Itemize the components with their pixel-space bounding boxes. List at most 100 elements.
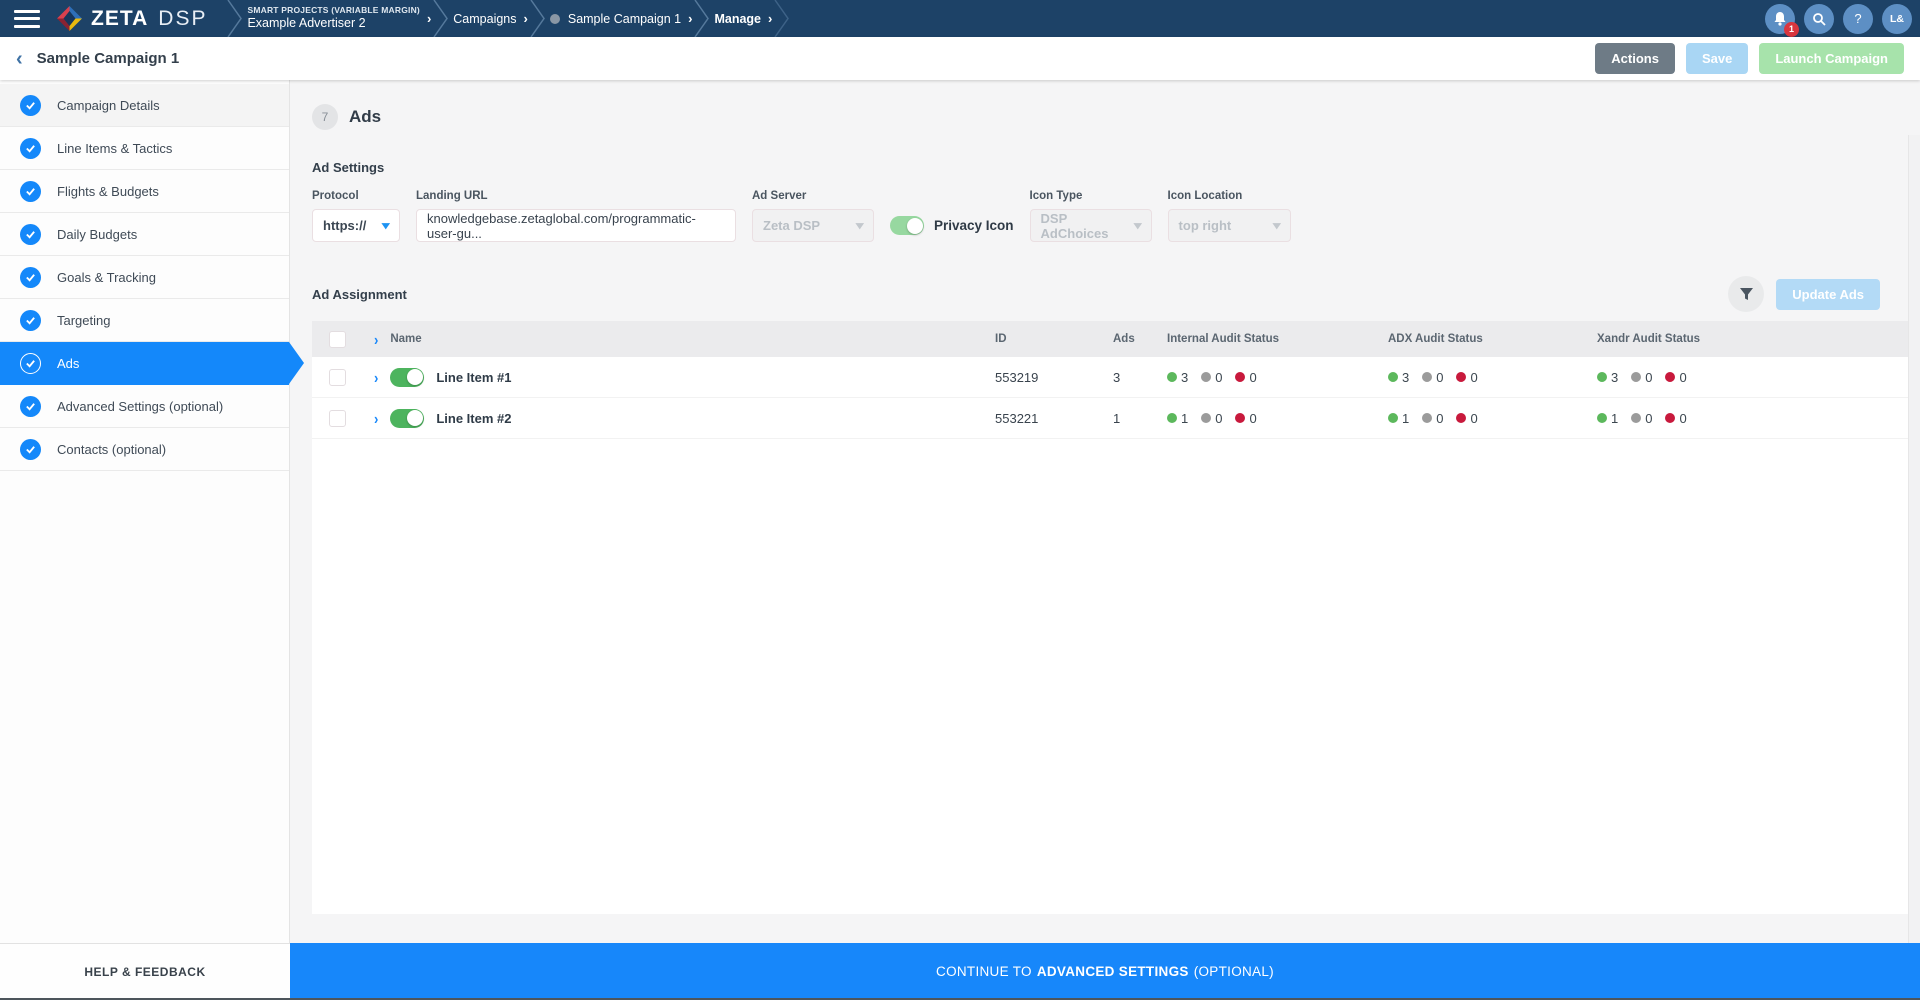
sidebar-item-daily-budgets[interactable]: Daily Budgets (0, 213, 289, 256)
hamburger-menu-icon[interactable] (14, 9, 40, 28)
breadcrumb-separator (530, 0, 545, 37)
line-item-name[interactable]: Line Item #2 (436, 410, 512, 426)
filter-button[interactable] (1728, 276, 1765, 312)
zeta-dsp-logo[interactable]: ZETA DSP (56, 5, 207, 32)
notification-badge: 1 (1784, 21, 1799, 37)
check-circle-icon (20, 180, 41, 202)
vertical-scrollbar[interactable] (1908, 135, 1920, 943)
user-avatar[interactable]: L& (1882, 3, 1912, 34)
protocol-label: Protocol (312, 190, 359, 202)
line-item-enabled-toggle[interactable] (390, 408, 425, 428)
column-header-name[interactable]: Name (390, 333, 422, 345)
search-icon[interactable] (1804, 3, 1834, 34)
sidebar-item-ads[interactable]: Ads (0, 342, 304, 385)
update-ads-button[interactable]: Update Ads (1776, 278, 1880, 310)
check-circle-icon (20, 352, 41, 374)
pending-dot-icon (1201, 372, 1212, 382)
breadcrumb-separator (433, 0, 449, 37)
rejected-dot-icon (1235, 372, 1246, 382)
sidebar-item-campaign-details[interactable]: Campaign Details (0, 84, 289, 127)
icon-type-value: DSP AdChoices (1040, 210, 1109, 241)
approved-count: 3 (1181, 369, 1189, 385)
check-circle-icon (20, 309, 41, 331)
rejected-dot-icon (1235, 413, 1246, 423)
ad-server-label: Ad Server (752, 190, 807, 202)
sidebar-item-flights-budgets[interactable]: Flights & Budgets (0, 170, 289, 213)
check-circle-icon (20, 395, 41, 417)
ad-settings-section: Ad Settings Protocol https:// ▾ Landing … (312, 160, 1908, 242)
expand-all-chevron-icon[interactable]: › (374, 330, 379, 348)
rejected-dot-icon (1665, 372, 1676, 382)
approved-dot-icon (1167, 372, 1177, 382)
row-checkbox[interactable] (329, 409, 346, 427)
filter-funnel-icon (1739, 287, 1753, 300)
zeta-diamond-icon (57, 6, 82, 31)
bell-glyph-icon (1774, 12, 1786, 26)
chevron-down-icon: ▾ (1272, 220, 1281, 232)
rejected-count: 0 (1470, 369, 1478, 385)
actions-button[interactable]: Actions (1595, 43, 1675, 74)
pending-dot-icon (1422, 372, 1433, 382)
sidebar-item-label: Targeting (57, 312, 111, 328)
breadcrumb-separator (774, 0, 790, 37)
launch-campaign-button[interactable]: Launch Campaign (1759, 43, 1904, 74)
privacy-icon-toggle[interactable] (890, 216, 924, 235)
rejected-count: 0 (1679, 410, 1687, 426)
save-button[interactable]: Save (1685, 43, 1749, 74)
landing-url-label: Landing URL (416, 190, 488, 202)
approved-count: 1 (1181, 410, 1189, 426)
pending-count: 0 (1436, 369, 1444, 385)
line-item-name[interactable]: Line Item #1 (436, 369, 512, 385)
rejected-count: 0 (1470, 410, 1478, 426)
expand-row-chevron-icon[interactable]: › (374, 368, 379, 386)
breadcrumb-advertiser[interactable]: SMART PROJECTS (VARIABLE MARGIN) Example… (247, 5, 431, 31)
pending-dot-icon (1631, 413, 1642, 423)
check-circle-icon (20, 223, 41, 245)
ad-settings-title: Ad Settings (312, 160, 385, 175)
approved-dot-icon (1597, 413, 1607, 423)
icon-location-field: Icon Location top right ▾ (1167, 190, 1291, 242)
column-header-xandr-audit[interactable]: Xandr Audit Status (1597, 333, 1701, 345)
ad-server-select: Zeta DSP ▾ (752, 209, 874, 242)
sidebar-item-contacts[interactable]: Contacts (optional) (0, 428, 289, 471)
rejected-count: 0 (1249, 369, 1257, 385)
expand-row-chevron-icon[interactable]: › (374, 409, 379, 427)
chevron-down-icon: ▾ (382, 220, 391, 232)
line-item-ads-count: 3 (1113, 369, 1121, 385)
row-checkbox[interactable] (329, 368, 346, 386)
approved-count: 3 (1402, 369, 1410, 385)
breadcrumb-separator (694, 0, 710, 37)
back-chevron-icon[interactable]: ‹ (16, 47, 23, 70)
pending-count: 0 (1215, 369, 1223, 385)
chevron-right-icon: › (688, 11, 693, 26)
logo-zeta-text: ZETA (91, 6, 149, 30)
sidebar-item-advanced-settings[interactable]: Advanced Settings (optional) (0, 385, 289, 428)
campaign-status-dot-icon (549, 13, 560, 24)
protocol-select[interactable]: https:// ▾ (312, 209, 400, 242)
select-all-checkbox[interactable] (329, 330, 346, 348)
check-circle-icon (20, 438, 41, 460)
pending-count: 0 (1645, 369, 1653, 385)
column-header-ads[interactable]: Ads (1113, 333, 1135, 345)
continue-advanced-settings-button[interactable]: CONTINUE TO ADVANCED SETTINGS (OPTIONAL) (290, 943, 1920, 1000)
column-header-adx-audit[interactable]: ADX Audit Status (1388, 333, 1483, 345)
help-icon[interactable]: ? (1843, 3, 1873, 34)
sidebar-item-targeting[interactable]: Targeting (0, 299, 289, 342)
chevron-right-icon: › (523, 11, 528, 26)
line-item-enabled-toggle[interactable] (390, 367, 425, 387)
sidebar-item-label: Line Items & Tactics (57, 140, 173, 156)
landing-url-input[interactable]: knowledgebase.zetaglobal.com/programmati… (416, 209, 736, 242)
sidebar-item-line-items-tactics[interactable]: Line Items & Tactics (0, 127, 289, 170)
notifications-bell-icon[interactable]: 1 (1765, 3, 1799, 37)
internal-audit-status: 1 0 0 (1167, 411, 1388, 426)
column-header-id[interactable]: ID (995, 333, 1007, 345)
breadcrumb-campaigns[interactable]: Campaigns › (453, 11, 528, 26)
breadcrumb-campaign[interactable]: Sample Campaign 1 › (549, 11, 693, 26)
approved-dot-icon (1597, 372, 1607, 382)
sidebar-item-goals-tracking[interactable]: Goals & Tracking (0, 256, 289, 299)
column-header-internal-audit[interactable]: Internal Audit Status (1167, 333, 1280, 345)
help-feedback-button[interactable]: HELP & FEEDBACK (0, 943, 290, 1000)
breadcrumb-manage[interactable]: Manage › (714, 11, 772, 26)
xandr-audit-status: 1 0 0 (1597, 411, 1908, 426)
protocol-field: Protocol https:// ▾ (312, 190, 400, 242)
